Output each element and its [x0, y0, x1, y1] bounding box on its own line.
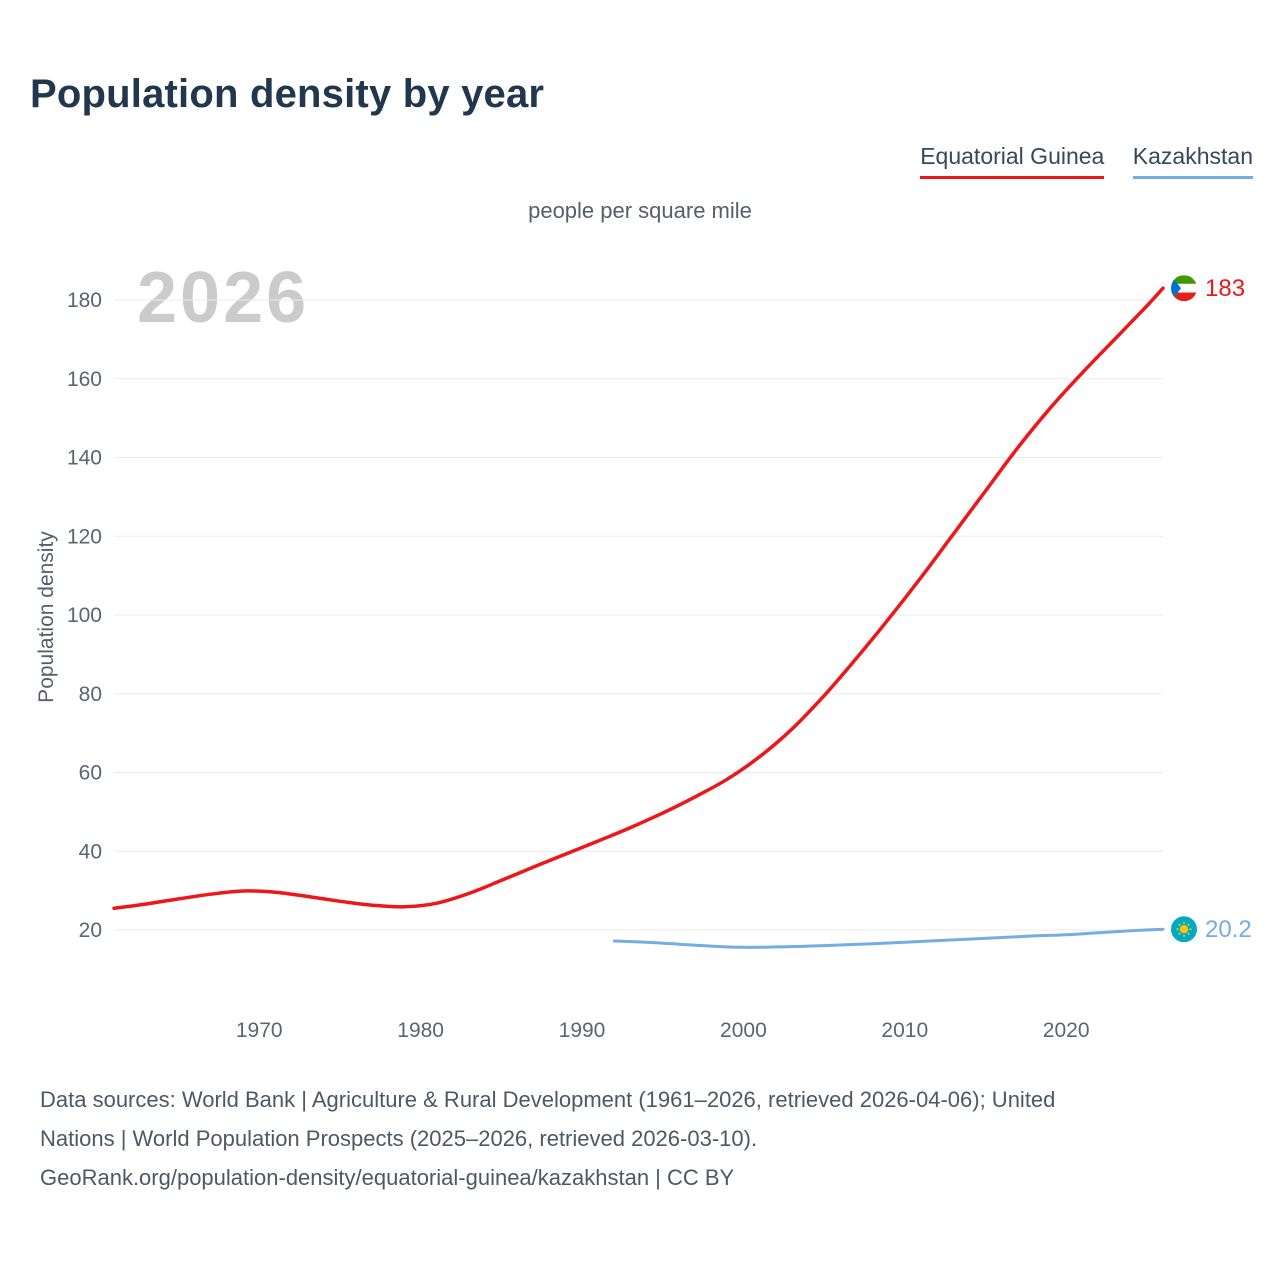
y-tick-label: 20: [79, 919, 102, 942]
y-tick-label: 40: [79, 840, 102, 863]
series-end-value: 183: [1205, 275, 1245, 302]
legend-item-kazakhstan[interactable]: Kazakhstan: [1132, 143, 1253, 179]
y-tick-label: 140: [67, 447, 102, 470]
y-tick-label: 100: [67, 604, 102, 627]
year-watermark: 2026: [137, 258, 310, 338]
x-tick-label: 2010: [881, 1019, 928, 1042]
legend-item-equatorial-guinea[interactable]: Equatorial Guinea: [920, 143, 1105, 179]
kazakhstan-flag-icon: [1171, 916, 1197, 943]
y-tick-label: 60: [79, 762, 102, 785]
chart-title: Population density by year: [30, 72, 545, 116]
equatorial-guinea-flag-icon: [1171, 275, 1197, 302]
footer-line-sources-1: Data sources: World Bank | Agriculture &…: [40, 1087, 1056, 1112]
series-end-value: 20.2: [1205, 916, 1252, 943]
x-tick-label: 1990: [559, 1019, 606, 1042]
y-tick-label: 160: [67, 368, 102, 391]
legend: Equatorial Guinea Kazakhstan: [896, 143, 1253, 179]
footer-line-attribution: GeoRank.org/population-density/equatoria…: [40, 1165, 735, 1190]
chart-subtitle: people per square mile: [528, 198, 752, 223]
y-axis-title: Population density: [35, 531, 58, 703]
series-line-equatorial-guinea: [112, 286, 1165, 911]
footer: Data sources: World Bank | Agriculture &…: [40, 1080, 1055, 1197]
x-tick-label: 1970: [236, 1019, 283, 1042]
x-tick-label: 2000: [720, 1019, 767, 1042]
x-tick-label: 2020: [1043, 1019, 1090, 1042]
y-tick-label: 120: [67, 525, 102, 548]
y-tick-label: 180: [67, 289, 102, 312]
x-tick-label: 1980: [397, 1019, 444, 1042]
footer-line-sources-2: Nations | World Population Prospects (20…: [40, 1126, 758, 1151]
series-line-kazakhstan: [612, 927, 1165, 949]
y-tick-label: 80: [79, 683, 102, 706]
